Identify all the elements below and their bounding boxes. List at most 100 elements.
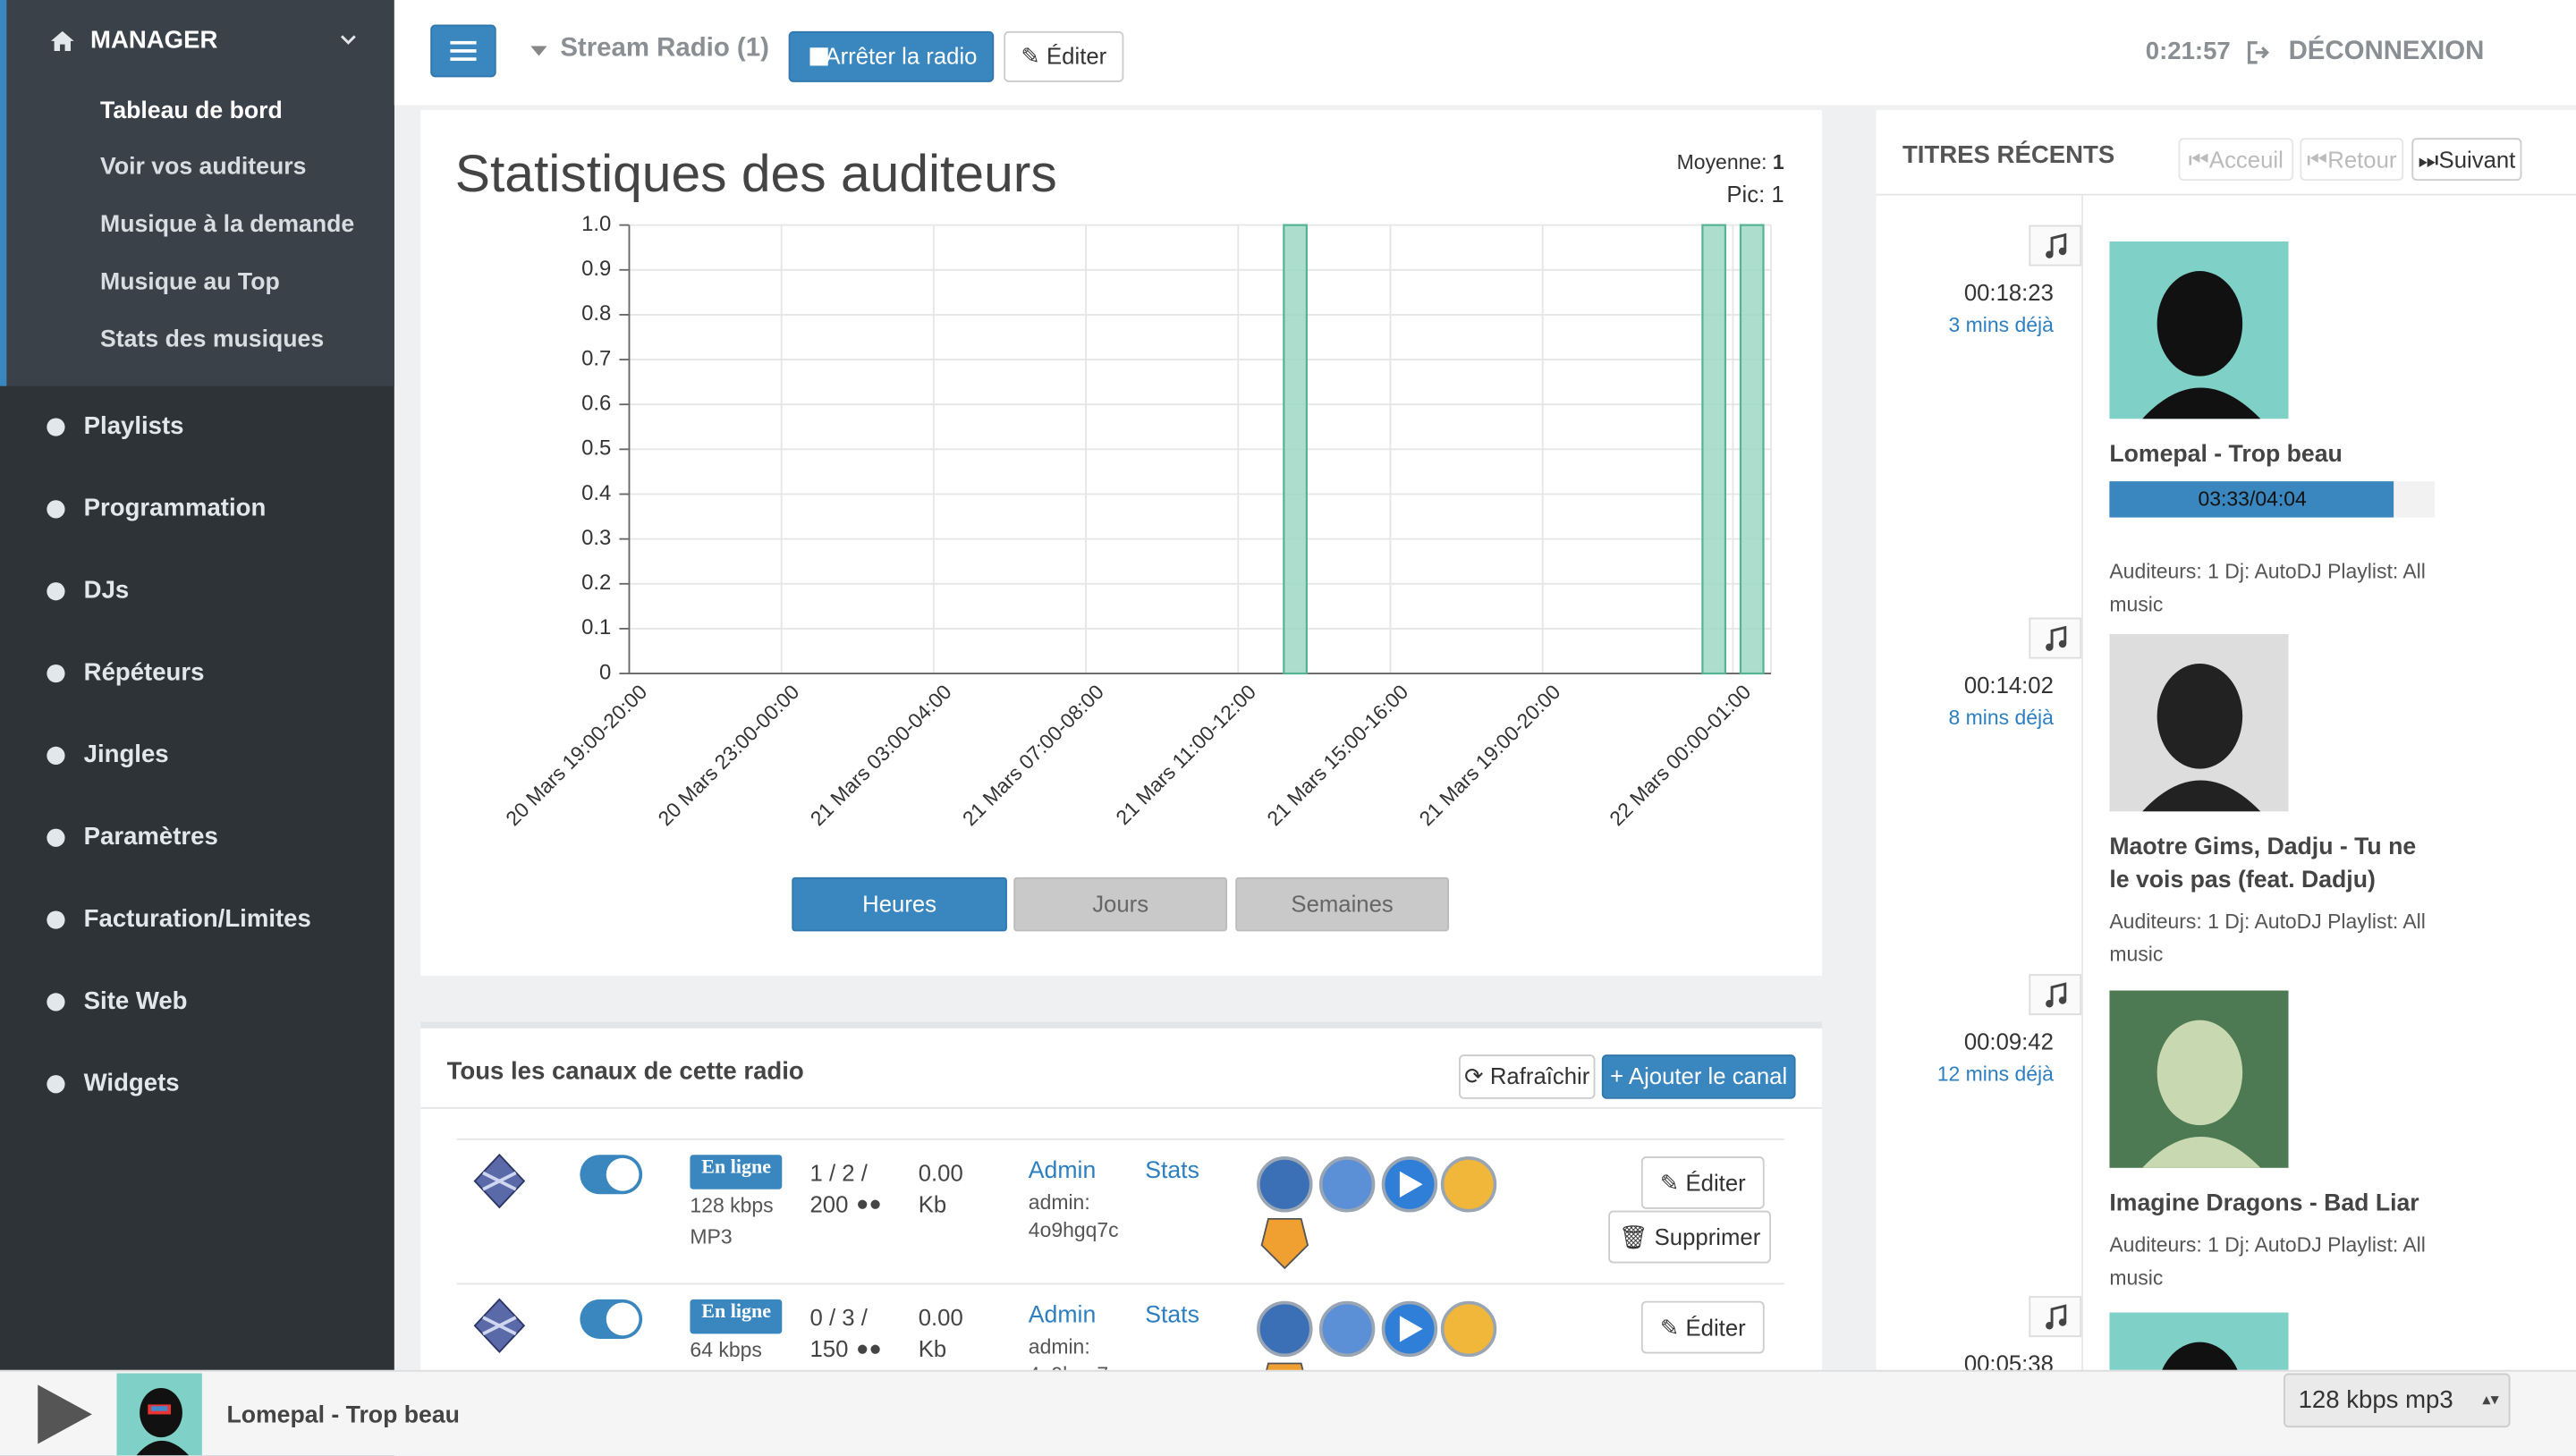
nav-item[interactable]: Facturation/Limites <box>83 905 311 934</box>
nav-subitem[interactable]: Tableau de bord <box>100 98 283 125</box>
divider <box>1876 193 2576 196</box>
manager-section <box>0 0 394 386</box>
max-listeners: 200 <box>809 1190 849 1218</box>
y-tick-label: 0.4 <box>581 481 611 505</box>
toggle[interactable] <box>580 1155 643 1195</box>
player-icons <box>1257 1300 1497 1414</box>
edit-button[interactable]: ✎ Éditer <box>1640 1300 1765 1354</box>
toggle-knob <box>606 1157 640 1191</box>
stats-link: Stats <box>1145 1157 1199 1185</box>
nav-item[interactable]: Programmation <box>83 494 267 523</box>
icon-shape <box>47 993 65 1012</box>
x-tick-label: 20 Mars 23:00-00:00 <box>653 680 803 830</box>
track-time: 00:14:02 <box>1963 672 2054 698</box>
music-icon <box>2029 617 2082 659</box>
nav-item[interactable]: DJs <box>83 576 130 605</box>
button-label: Rafraîchir <box>1489 1062 1590 1089</box>
icon-shape <box>47 418 65 436</box>
bitrate: 64 kbps <box>690 1338 762 1362</box>
nav-icon <box>47 664 65 683</box>
nav-back[interactable]: ⏮Retour <box>2300 138 2404 182</box>
icon-shape <box>47 1075 65 1094</box>
tab-hours[interactable]: Heures <box>792 876 1007 932</box>
nav-subitem[interactable]: Musique au Top <box>100 269 280 296</box>
logout[interactable]: DÉCONNEXION <box>2288 38 2485 66</box>
player-track: Lomepal - Trop beau <box>226 1402 460 1429</box>
nav-icon <box>47 828 65 847</box>
listener-chart: Statistiques des auditeurs 0 0.1 0.2 0.3 0.4… <box>455 145 1772 830</box>
cover-figure <box>2162 1342 2238 1370</box>
track-title: Lomepal - Trop beau <box>2109 442 2343 469</box>
icon-shape <box>2050 625 2067 648</box>
nav-next[interactable]: ⏭Suivant <box>2411 138 2522 182</box>
progress-fill <box>2109 481 2394 518</box>
tab-days[interactable]: Jours <box>1013 876 1228 932</box>
station-name[interactable]: Stream Radio (1) <box>560 34 769 63</box>
topbar: Stream Radio (1) Arrêter la radio ✎ Édit… <box>394 0 2576 106</box>
nav-subitem[interactable]: Voir vos auditeurs <box>100 154 307 182</box>
refresh-button[interactable]: ⟳ Rafraîchir <box>1459 1054 1596 1099</box>
track-time: 00:09:42 <box>1963 1028 2054 1055</box>
size-unit: Kb <box>918 1190 947 1218</box>
toggle[interactable] <box>580 1299 643 1339</box>
tab-weeks[interactable]: Semaines <box>1235 876 1450 932</box>
nav-icon <box>47 910 65 929</box>
nav-home[interactable]: ⏮Acceuil <box>2178 138 2294 182</box>
player-cover <box>116 1373 202 1456</box>
nav-item[interactable]: Widgets <box>83 1069 180 1097</box>
button-label: Retour <box>2327 146 2397 173</box>
play-button[interactable] <box>33 1382 96 1447</box>
edit-button[interactable]: ✎ Éditer <box>1004 30 1124 82</box>
peak-label: Pic: <box>1726 181 1766 207</box>
bitrate: 128 kbps <box>690 1194 774 1218</box>
icon-shape <box>2046 1322 2054 1330</box>
bar <box>1283 224 1308 675</box>
y-tick-label: 1.0 <box>581 212 611 236</box>
average: Moyenne: 1 <box>1677 148 1784 177</box>
y-tick-label: 0 <box>599 660 611 684</box>
nav-item[interactable]: Jingles <box>83 741 169 769</box>
track-title: Imagine Dragons - Bad Liar <box>2109 1190 2419 1218</box>
menu-toggle[interactable] <box>430 24 496 78</box>
chart-title: Statistiques des auditeurs <box>455 145 1057 203</box>
icon-shape <box>2050 233 2067 255</box>
nav-icon <box>47 746 65 766</box>
music-icon <box>2029 1296 2082 1338</box>
nav-subitem[interactable]: Musique à la demande <box>100 211 355 239</box>
button-label: Acceuil <box>2208 146 2284 173</box>
nav-item[interactable]: Site Web <box>83 986 188 1016</box>
icon-shape <box>2058 639 2067 648</box>
icon-shape <box>2058 1318 2067 1326</box>
status-badge: En ligne <box>690 1299 783 1334</box>
quality-select[interactable]: 128 kbps mp3 ▴▾ <box>2284 1373 2511 1428</box>
section-title[interactable]: MANAGER <box>90 26 218 55</box>
nav-item[interactable]: Répéteurs <box>83 658 205 687</box>
stop-button[interactable]: Arrêter la radio <box>788 30 995 82</box>
track-ago: 3 mins déjà <box>1948 313 2054 337</box>
nav-item[interactable]: Paramètres <box>83 823 218 851</box>
row-divider <box>456 1282 1784 1285</box>
icon-shape <box>2046 1000 2054 1008</box>
password: 4o9hgq7c <box>1028 1218 1119 1242</box>
button-label: Ajouter le canal <box>1628 1062 1788 1089</box>
row-divider <box>456 1138 1784 1140</box>
player-icon <box>1318 1300 1376 1358</box>
y-tick-label: 0.3 <box>581 526 611 550</box>
nav-item[interactable]: Playlists <box>83 412 184 441</box>
cover-art <box>2109 990 2289 1168</box>
track-ago: 12 mins déjà <box>1936 1062 2054 1087</box>
peak-value: 1 <box>1771 181 1784 207</box>
bar <box>1701 224 1727 675</box>
delete-button[interactable]: 🗑 Supprimer <box>1608 1210 1772 1264</box>
sidebar: MANAGER Tableau de bord Voir vos auditeu… <box>0 0 394 1456</box>
nav-subitem[interactable]: Stats des musiques <box>100 326 325 353</box>
stats-link: Stats <box>1145 1302 1199 1329</box>
y-tick-label: 0.9 <box>581 257 611 281</box>
cover-art <box>2109 1312 2289 1370</box>
icon-shape <box>482 1171 517 1191</box>
add-channel-button[interactable]: + Ajouter le canal <box>1601 1054 1796 1099</box>
x-tick-label: 22 Mars 00:00-01:00 <box>1605 680 1755 830</box>
player-icon <box>1440 1300 1497 1358</box>
edit-button[interactable]: ✎ Éditer <box>1640 1156 1765 1209</box>
